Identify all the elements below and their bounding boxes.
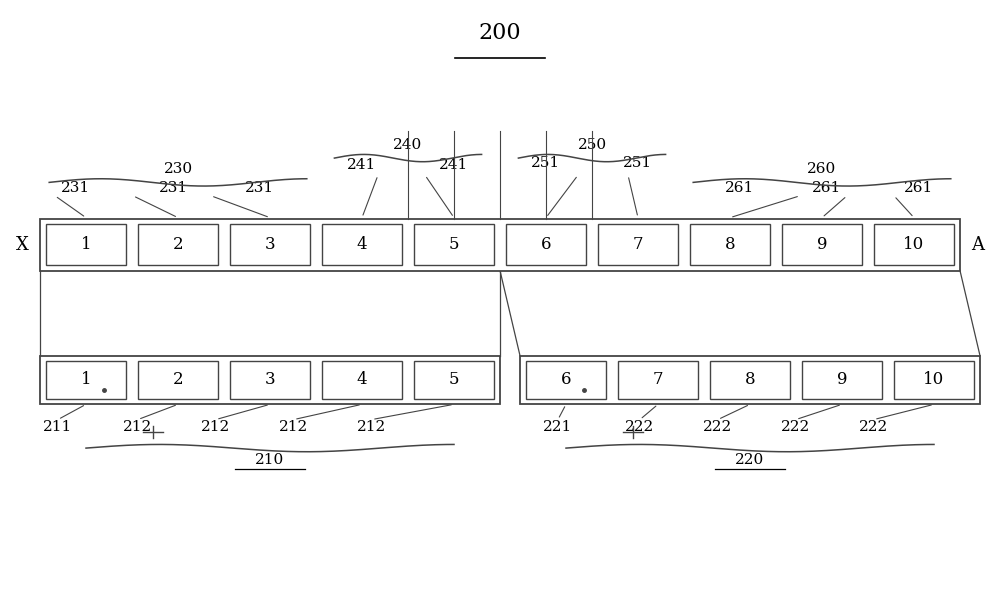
- Text: 2: 2: [173, 371, 183, 389]
- Bar: [414, 361, 494, 399]
- Text: 212: 212: [201, 420, 231, 435]
- Text: 9: 9: [817, 237, 827, 253]
- Text: 9: 9: [837, 371, 847, 389]
- Text: 200: 200: [479, 22, 521, 44]
- Text: 7: 7: [653, 371, 663, 389]
- Bar: [230, 224, 310, 265]
- Text: 222: 222: [859, 420, 889, 435]
- Text: 6: 6: [541, 237, 551, 253]
- Text: 6: 6: [561, 371, 571, 389]
- Text: 251: 251: [623, 156, 653, 170]
- Text: 5: 5: [449, 237, 459, 253]
- Text: 241: 241: [347, 158, 377, 173]
- Text: 222: 222: [625, 420, 655, 435]
- Bar: [782, 224, 862, 265]
- Bar: [506, 224, 586, 265]
- Text: 2: 2: [173, 237, 183, 253]
- Bar: [46, 361, 126, 399]
- Text: A: A: [972, 236, 984, 254]
- Text: 7: 7: [633, 237, 643, 253]
- Text: 241: 241: [439, 158, 469, 173]
- Text: 211: 211: [43, 420, 73, 435]
- Bar: [894, 361, 974, 399]
- Text: 261: 261: [725, 181, 755, 196]
- Text: 8: 8: [725, 237, 735, 253]
- Bar: [710, 361, 790, 399]
- Text: 5: 5: [449, 371, 459, 389]
- Text: 212: 212: [123, 420, 153, 435]
- Text: 240: 240: [393, 137, 423, 152]
- Bar: [230, 361, 310, 399]
- Text: 250: 250: [577, 137, 607, 152]
- Text: 212: 212: [279, 420, 309, 435]
- Text: 10: 10: [923, 371, 945, 389]
- Bar: [322, 361, 402, 399]
- Bar: [322, 224, 402, 265]
- Text: 1: 1: [81, 237, 91, 253]
- Bar: [618, 361, 698, 399]
- Text: 4: 4: [357, 371, 367, 389]
- Text: 261: 261: [904, 181, 934, 196]
- Text: 251: 251: [531, 156, 561, 170]
- Bar: [414, 224, 494, 265]
- Text: X: X: [16, 236, 28, 254]
- Text: 261: 261: [812, 181, 842, 196]
- Text: 3: 3: [265, 237, 275, 253]
- Bar: [46, 224, 126, 265]
- Text: 4: 4: [357, 237, 367, 253]
- Text: 231: 231: [158, 181, 188, 196]
- Bar: [874, 224, 954, 265]
- Bar: [802, 361, 882, 399]
- Bar: [526, 361, 606, 399]
- Bar: [40, 219, 960, 271]
- Bar: [138, 361, 218, 399]
- Text: 212: 212: [357, 420, 387, 435]
- Text: 230: 230: [163, 162, 193, 176]
- Bar: [598, 224, 678, 265]
- Text: 10: 10: [903, 237, 925, 253]
- Text: 8: 8: [745, 371, 755, 389]
- Text: 222: 222: [703, 420, 733, 435]
- Text: 221: 221: [543, 420, 573, 435]
- Text: 260: 260: [807, 162, 837, 176]
- Text: 231: 231: [245, 181, 275, 196]
- Text: 231: 231: [61, 181, 91, 196]
- Text: 220: 220: [735, 453, 765, 468]
- Text: 222: 222: [781, 420, 811, 435]
- Text: 1: 1: [81, 371, 91, 389]
- Text: 210: 210: [255, 453, 285, 468]
- Bar: [690, 224, 770, 265]
- Bar: [520, 356, 980, 404]
- Bar: [138, 224, 218, 265]
- Bar: [40, 356, 500, 404]
- Text: 3: 3: [265, 371, 275, 389]
